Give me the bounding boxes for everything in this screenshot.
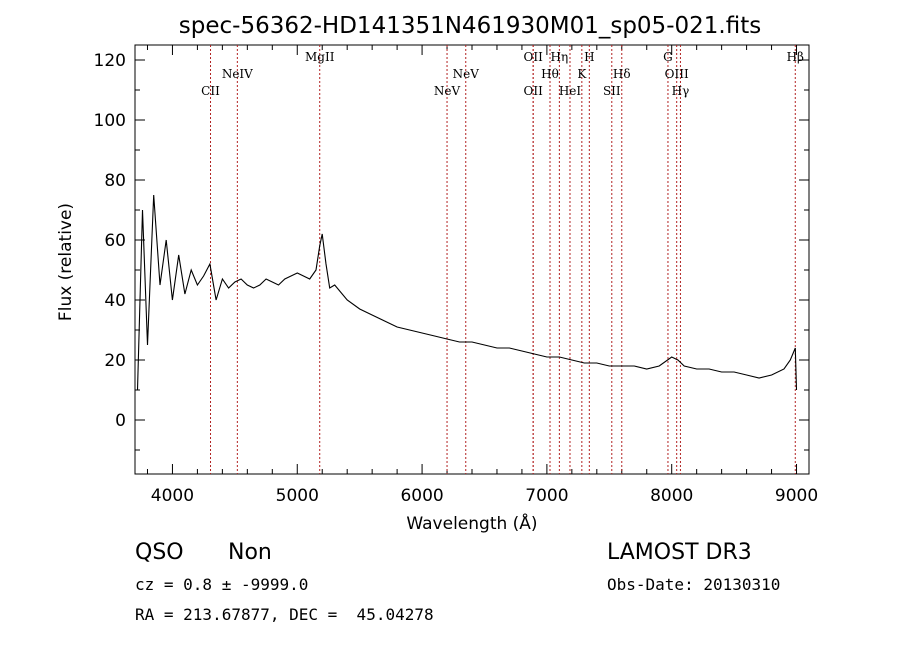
x-axis-label: Wavelength (Å) — [406, 512, 537, 534]
ra-dec: RA = 213.67877, DEC = 45.04278 — [135, 605, 434, 624]
line-marker-label: SII — [603, 84, 621, 98]
line-marker-label: OIII — [665, 67, 689, 81]
y-tick-label: 100 — [94, 111, 126, 131]
line-marker-label: HeI — [559, 84, 582, 98]
x-tick-label: 4000 — [151, 486, 194, 506]
line-marker-label: OII — [523, 84, 543, 98]
line-marker-label: NeV — [434, 84, 461, 98]
x-tick-label: 7000 — [525, 486, 568, 506]
line-marker-label: Hβ — [787, 50, 804, 64]
x-tick-label: 8000 — [650, 486, 693, 506]
line-marker-label: Hγ — [672, 84, 690, 98]
plot-area: 4000 5000 6000 7000 8000 9000 0 20 40 60 80 100 120 C… — [94, 44, 818, 506]
line-marker-label: CII — [201, 84, 220, 98]
line-marker-label: H — [584, 50, 594, 64]
line-marker-label: MgII — [305, 50, 335, 64]
x-tick-label: 9000 — [775, 486, 818, 506]
x-tick-label: 5000 — [276, 486, 319, 506]
line-marker-label: NeV — [453, 67, 480, 81]
object-subclass: Non — [228, 540, 272, 565]
redshift-cz: cz = 0.8 ± -9999.0 — [135, 575, 309, 594]
survey-name: LAMOST DR3 — [607, 540, 752, 565]
line-marker-label: Hθ — [541, 67, 559, 81]
line-marker-label: Hδ — [613, 67, 631, 81]
y-tick-label: 40 — [104, 291, 126, 311]
y-tick-label: 60 — [104, 231, 126, 251]
y-tick-label: 20 — [104, 351, 126, 371]
line-marker-label: NeIV — [222, 67, 253, 81]
obs-date: Obs-Date: 20130310 — [607, 575, 781, 594]
x-tick-label: 6000 — [400, 486, 443, 506]
y-tick-label: 80 — [104, 171, 126, 191]
plot-frame — [134, 44, 810, 475]
line-marker-label: G — [663, 50, 673, 64]
y-tick-label: 0 — [115, 411, 126, 431]
object-class: QSO — [135, 540, 184, 565]
line-marker-label: K — [577, 67, 587, 81]
chart-title: spec-56362-HD141351N461930M01_sp05-021.f… — [179, 13, 761, 39]
line-marker-label: Hη — [551, 50, 569, 64]
spectrum-line — [136, 194, 798, 391]
y-tick-label: 120 — [94, 51, 126, 71]
y-axis-label: Flux (relative) — [56, 203, 76, 321]
